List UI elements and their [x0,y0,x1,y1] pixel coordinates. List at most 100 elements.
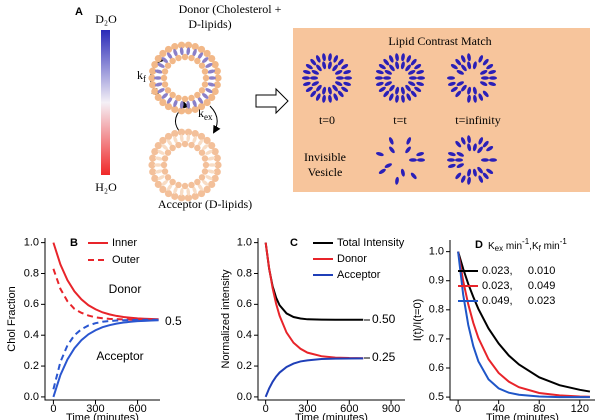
lipid [166,183,173,191]
lipid [341,64,349,70]
legend-title-part: K [488,241,495,252]
lipid-head [164,62,172,69]
lipid [157,88,165,93]
lipid-head [171,130,179,138]
donor-label: Donor (Cholesterol + [179,2,282,16]
lipid [205,63,213,68]
lipid [161,57,169,64]
lipid-head [203,98,211,107]
x-tick-label: 80 [533,403,545,415]
lipid [388,93,394,101]
panel-label: A [75,6,83,18]
lipid [333,93,339,101]
lipid [489,76,497,80]
lipid [461,64,467,72]
lipid [486,64,494,70]
x-tick-label: 600 [128,403,146,415]
legend-label: Donor [337,253,367,265]
lipid-head [151,87,159,96]
lipid-head [191,192,199,200]
lipid [478,55,484,63]
lipid [173,99,178,108]
lipid [467,53,471,62]
lipid [472,61,477,70]
lipid-head [203,49,211,58]
lipid-head [208,93,216,101]
lipid-head [175,54,182,62]
lipid-head [177,41,186,49]
lipid-head [161,68,169,75]
lipid [408,81,416,87]
lipid [447,163,456,168]
axis [449,240,595,401]
lipid [482,172,489,180]
axis [257,238,405,401]
invisible-label: Invisible [304,150,346,164]
lipid [477,166,483,174]
lipid [395,86,400,95]
legend-label: 0.023, 0.049 [482,280,555,292]
lipid [478,137,484,145]
lipid-head [213,67,221,75]
lipid [482,140,489,148]
lipid [395,176,399,185]
lipid [179,100,184,109]
lipid-head [169,178,176,186]
lipid-head [188,54,195,62]
lipid-head [151,147,159,156]
y-axis-label: I(t)/I(t=0) [412,299,424,341]
annotation: Donor [109,282,142,296]
y-axis-label: Normalized intensity [220,269,232,369]
lipid [201,92,209,99]
panel-label: B [70,237,78,249]
lipid [161,144,169,151]
lipid [157,63,165,68]
lipid-head [211,87,219,96]
lipid [455,58,462,66]
lipid [333,55,339,63]
lipid-head [194,91,201,99]
lipid [455,140,462,148]
lipid [186,187,191,196]
lipid [157,150,165,155]
lipid-head [149,67,157,75]
series-line [457,251,590,398]
lipid [154,169,163,174]
lipid [447,76,455,80]
legend-title-part: -1 [522,237,530,246]
x-axis-label: Time (minutes) [295,412,368,420]
lipid [375,70,384,75]
lipid [197,96,204,104]
lipid [197,183,204,191]
legend-title-part: f [539,244,542,253]
lipid-head [202,161,210,169]
y-tick-label: 0.2 [24,360,39,372]
lipid-head [177,194,186,202]
lipid [179,187,184,196]
lipid [480,69,488,75]
lipid [305,86,313,92]
lipid [455,172,462,180]
lipid [161,92,169,99]
lipid-head [149,81,157,89]
x-tick-label: 900 [382,403,400,415]
y-tick-label: 0.4 [237,329,252,341]
arrow [209,105,221,134]
lipid [336,76,344,80]
lipid [311,69,319,75]
series-line [457,251,590,399]
lipid [207,69,216,74]
lipid [460,137,466,145]
lipid-head [197,45,206,54]
lipid [478,175,484,183]
lipid [447,81,456,86]
lipid-head [164,174,172,181]
lipid-head [169,57,176,65]
lipid [460,175,466,183]
y-tick-label: 1.0 [237,237,252,249]
x-axis-label: Time (minutes) [66,412,139,420]
lipid [416,81,425,86]
lipid-head [181,95,189,103]
lipid [305,64,313,70]
lipid [400,168,405,177]
